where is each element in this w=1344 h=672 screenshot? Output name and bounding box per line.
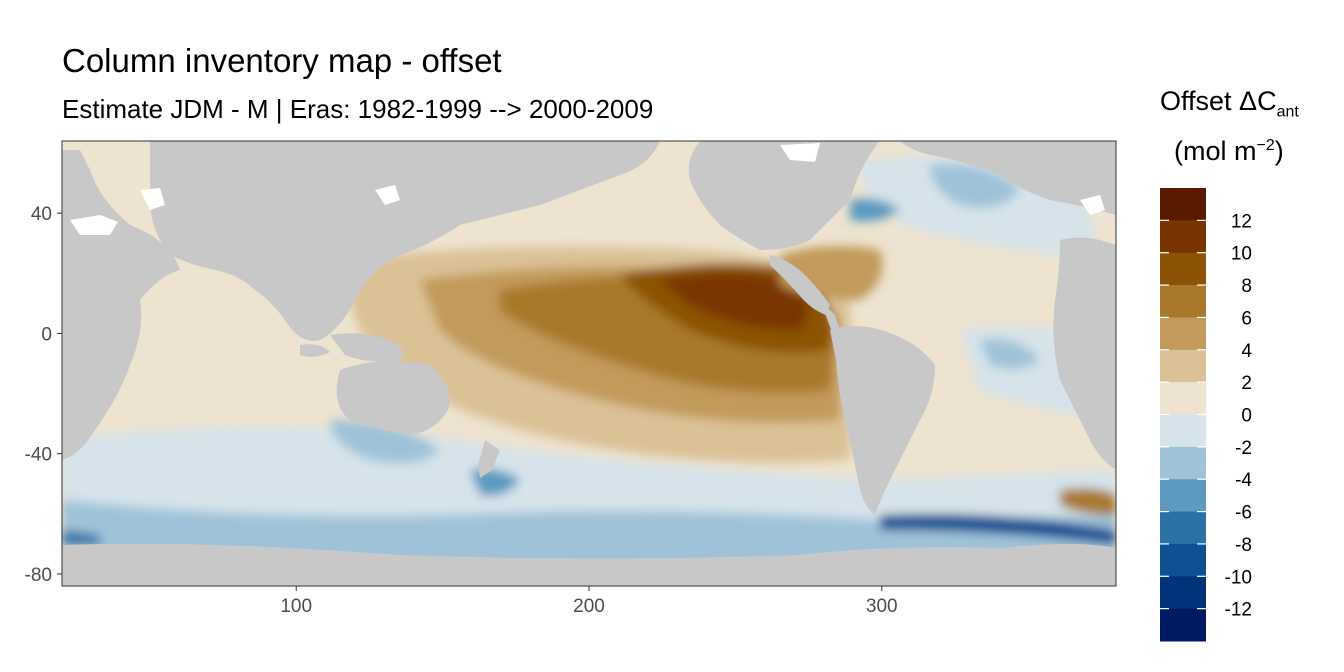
legend-tick-label: -4 (1235, 470, 1252, 491)
legend-units-main: (mol m (1174, 136, 1257, 166)
no-data-patches (70, 143, 1105, 235)
legend-swatch (1160, 220, 1206, 254)
legend-swatch (1160, 479, 1206, 513)
legend-tick-label: 8 (1241, 276, 1252, 297)
legend-swatch (1160, 252, 1206, 286)
map-subtitle: Estimate JDM - M | Eras: 1982-1999 --> 2… (62, 94, 654, 124)
legend-tick-label: -2 (1235, 438, 1252, 459)
legend-title-subscript: ant (1276, 103, 1299, 121)
legend-swatch (1160, 188, 1206, 221)
legend-tick-label: 0 (1241, 406, 1252, 427)
legend-swatch (1160, 382, 1206, 415)
legend-tick-label: 12 (1231, 211, 1252, 232)
legend-tick-label: -12 (1225, 600, 1252, 621)
x-tick-label: 100 (280, 596, 312, 617)
legend-tick-label: 6 (1241, 308, 1252, 329)
legend-tick-label: -8 (1235, 535, 1252, 556)
legend-swatch (1160, 511, 1206, 545)
legend-tick-label: -10 (1225, 567, 1252, 588)
x-tick-label: 200 (573, 596, 605, 617)
legend-swatch (1160, 317, 1206, 351)
legend-title: Offset ΔCant (1160, 86, 1299, 121)
legend-swatch (1160, 349, 1206, 383)
legend-title-main: Offset ΔC (1160, 86, 1277, 116)
y-tick-label: -40 (25, 445, 52, 466)
legend-tick-label: 4 (1241, 341, 1252, 362)
legend-swatch (1160, 414, 1206, 448)
legend-units-superscript: −2 (1256, 137, 1275, 154)
legend-swatch (1160, 446, 1206, 480)
y-tick-label: 40 (31, 204, 52, 225)
legend-swatch (1160, 285, 1206, 318)
legend-tick-label: 2 (1241, 373, 1252, 394)
map-panel (62, 141, 1116, 586)
y-tick-label: -80 (25, 565, 52, 586)
y-axis: 40 0 -40 -80 (25, 204, 62, 586)
legend-swatch (1160, 608, 1206, 642)
legend-colorbar: 12 10 8 6 4 2 0 -2 -4 -6 -8 -10 -12 (1160, 188, 1252, 642)
legend-tick-label: 10 (1231, 244, 1252, 265)
legend-units: (mol m−2) (1174, 136, 1284, 167)
legend-swatch (1160, 543, 1206, 577)
x-tick-label: 300 (866, 596, 898, 617)
legend-units-close: ) (1274, 136, 1284, 166)
y-tick-label: 0 (41, 324, 52, 345)
legend-swatch (1160, 576, 1206, 610)
x-axis: 100 200 300 (280, 586, 898, 617)
map-title: Column inventory map - offset (62, 42, 502, 79)
legend-tick-label: -6 (1235, 503, 1252, 524)
